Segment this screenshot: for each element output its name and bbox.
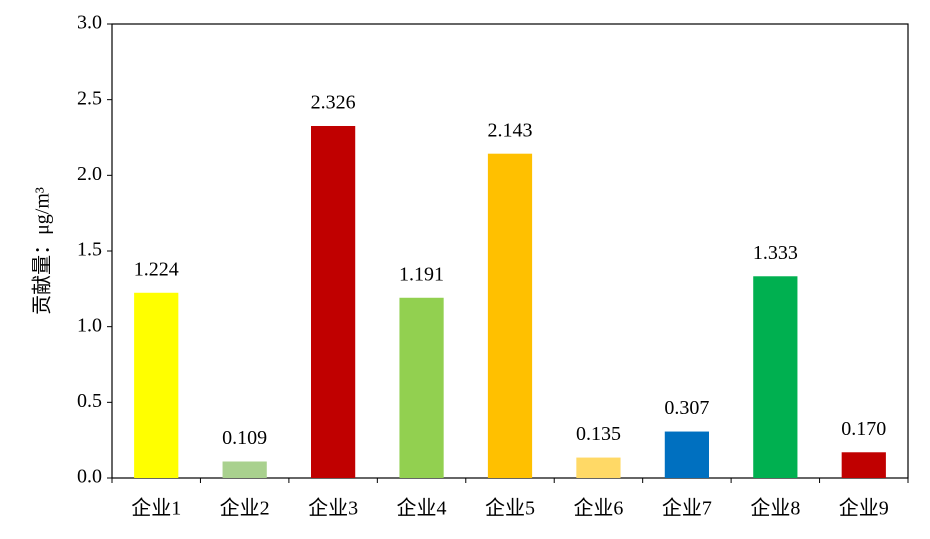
value-label: 1.224 xyxy=(134,258,179,280)
y-tick-label: 0.0 xyxy=(77,466,102,488)
bar xyxy=(399,297,444,478)
x-tick-label: 企业3 xyxy=(308,497,358,520)
value-label: 1.191 xyxy=(399,263,444,285)
y-tick-label: 2.0 xyxy=(77,163,102,185)
y-tick-label: 2.5 xyxy=(77,87,102,109)
y-tick-label: 1.0 xyxy=(77,314,102,336)
x-tick-label: 企业5 xyxy=(485,497,535,520)
value-label: 0.135 xyxy=(576,423,621,445)
bar xyxy=(487,153,533,478)
x-tick-label: 企业7 xyxy=(662,497,712,520)
y-tick-label: 0.5 xyxy=(77,390,102,412)
x-tick-label: 企业6 xyxy=(573,497,623,520)
y-tick-label: 3.0 xyxy=(77,12,102,34)
x-tick-label: 企业1 xyxy=(131,497,181,520)
x-tick-label: 企业2 xyxy=(220,497,270,520)
x-tick-label: 企业9 xyxy=(839,497,889,520)
value-label: 0.109 xyxy=(222,427,267,449)
y-axis-label: 贡献量：μg/m³ xyxy=(31,187,54,315)
x-tick-label: 企业8 xyxy=(750,497,800,520)
bar xyxy=(222,461,267,478)
y-tick-label: 1.5 xyxy=(77,239,102,261)
value-label: 2.143 xyxy=(488,119,533,141)
value-label: 0.170 xyxy=(841,418,886,440)
value-label: 0.307 xyxy=(664,397,709,419)
bar xyxy=(753,276,798,478)
x-tick-label: 企业4 xyxy=(397,497,447,520)
bar xyxy=(134,292,179,478)
bar xyxy=(311,125,356,479)
bar xyxy=(664,431,709,478)
bar xyxy=(576,457,621,478)
value-label: 1.333 xyxy=(753,242,798,264)
value-label: 2.326 xyxy=(311,92,356,114)
bar xyxy=(841,452,886,478)
